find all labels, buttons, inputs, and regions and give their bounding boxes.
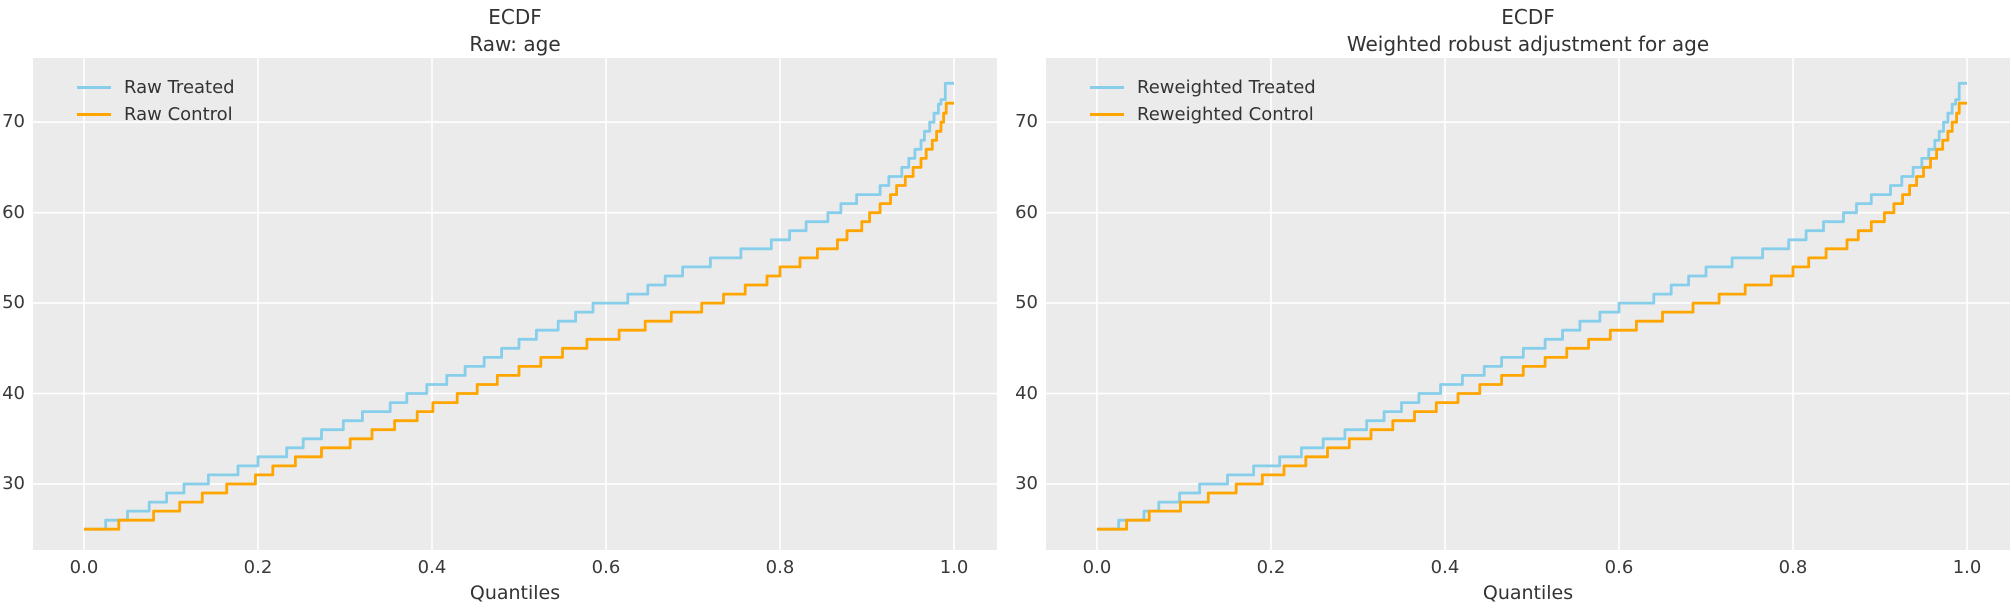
legend-label: Raw Control	[124, 104, 233, 125]
x-tick-label: 0.2	[243, 557, 273, 578]
x-tick-label: 0.4	[1430, 557, 1460, 578]
x-tick-label: 0.8	[1778, 557, 1808, 578]
series-line-raw-treated	[84, 81, 954, 531]
y-tick-label: 50	[1015, 292, 1038, 314]
series-line-raw-control	[84, 101, 954, 531]
legend-swatch-treated-line	[1090, 86, 1124, 89]
legend-item: Raw Treated	[77, 74, 235, 101]
chart-canvas	[1046, 58, 2010, 550]
x-tick-label: 0.4	[417, 557, 447, 578]
x-axis-label: Quantiles	[1482, 582, 1574, 604]
y-tick-label: 50	[2, 292, 25, 314]
series-line-reweighted-treated	[1097, 81, 1967, 531]
y-tick-label: 60	[2, 201, 25, 223]
legend-label: Raw Treated	[124, 77, 235, 98]
y-tick-label: 70	[1015, 111, 1038, 133]
legend: Raw Treated Raw Control	[77, 74, 235, 128]
plot-area	[1046, 58, 2010, 550]
x-axis-label: Quantiles	[469, 582, 561, 604]
legend-swatch-control-line	[77, 113, 111, 116]
x-tick-label: 1.0	[1952, 557, 1982, 578]
x-tick-label: 0.0	[69, 557, 99, 578]
plot-title-line1: ECDF	[1501, 5, 1555, 29]
y-tick-label: 60	[1015, 201, 1038, 223]
plot-area	[33, 58, 997, 550]
y-tick-label: 40	[2, 382, 25, 404]
plot-title-line2: Raw: age	[469, 32, 561, 56]
plot-title: ECDF Weighted robust adjustment for age	[1046, 4, 2010, 58]
y-tick-label: 30	[1015, 472, 1038, 494]
plot-title-line1: ECDF	[488, 5, 542, 29]
left-plot: ECDF Raw: age Raw Treated Raw Control Qu…	[2, 0, 997, 611]
legend-item: Raw Control	[77, 101, 235, 128]
plot-title: ECDF Raw: age	[33, 4, 997, 58]
chart-canvas	[33, 58, 997, 550]
plot-title-line2: Weighted robust adjustment for age	[1346, 32, 1710, 56]
x-tick-label: 0.0	[1082, 557, 1112, 578]
y-tick-label: 70	[2, 111, 25, 133]
y-tick-label: 30	[2, 472, 25, 494]
legend: Reweighted Treated Reweighted Control	[1090, 74, 1316, 128]
series-line-reweighted-control	[1097, 101, 1967, 531]
x-tick-label: 0.6	[1604, 557, 1634, 578]
x-tick-label: 1.0	[939, 557, 969, 578]
x-tick-label: 0.6	[591, 557, 621, 578]
legend-label: Reweighted Control	[1137, 104, 1314, 125]
right-plot: ECDF Weighted robust adjustment for age …	[1015, 0, 2010, 611]
y-tick-label: 40	[1015, 382, 1038, 404]
legend-item: Reweighted Control	[1090, 101, 1316, 128]
legend-item: Reweighted Treated	[1090, 74, 1316, 101]
legend-swatch-treated-line	[77, 86, 111, 89]
legend-swatch-control-line	[1090, 113, 1124, 116]
x-tick-label: 0.8	[765, 557, 795, 578]
x-tick-label: 0.2	[1256, 557, 1286, 578]
legend-label: Reweighted Treated	[1137, 77, 1316, 98]
